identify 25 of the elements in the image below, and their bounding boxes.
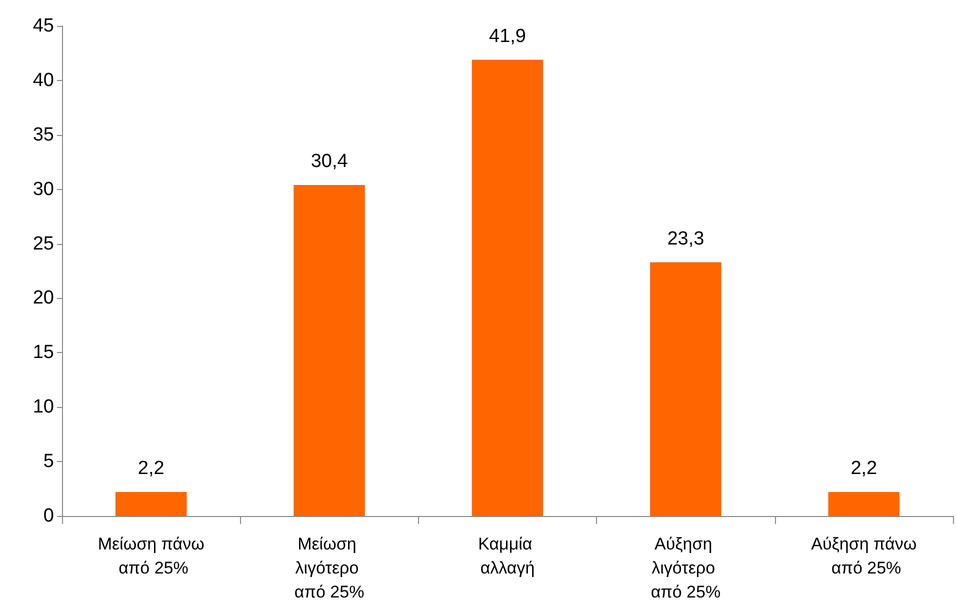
x-tick-label: Μείωση λιγότερο από 25% xyxy=(294,534,364,602)
bar xyxy=(828,492,900,516)
bar xyxy=(115,492,187,516)
y-tick-label: 20 xyxy=(32,288,54,309)
x-tick-label: Καμμία αλλαγή xyxy=(478,534,537,578)
y-tick-label: 30 xyxy=(32,178,54,200)
y-tick-label: 45 xyxy=(32,16,54,36)
x-tick-label: Αύξηση πάνω από 25% xyxy=(811,534,917,578)
x-tick-label: Αύξηση λιγότερο από 25% xyxy=(650,534,721,602)
data-label: 41,9 xyxy=(489,26,526,47)
y-tick-label: 0 xyxy=(43,506,54,526)
y-tick-label: 25 xyxy=(32,233,54,254)
data-label: 23,3 xyxy=(667,228,704,250)
y-tick-label: 5 xyxy=(43,451,54,472)
data-label: 2,2 xyxy=(138,458,164,480)
x-tick-label: Μείωση πάνω από 25% xyxy=(98,534,204,578)
bar xyxy=(650,262,722,516)
y-tick-label: 10 xyxy=(32,396,54,418)
y-tick-label: 35 xyxy=(32,124,54,146)
bar xyxy=(294,184,365,516)
y-tick-label: 15 xyxy=(32,342,54,364)
data-label: 2,2 xyxy=(850,458,878,480)
data-label: 30,4 xyxy=(310,150,348,172)
y-tick-label: 40 xyxy=(32,70,54,91)
bar xyxy=(472,60,544,516)
